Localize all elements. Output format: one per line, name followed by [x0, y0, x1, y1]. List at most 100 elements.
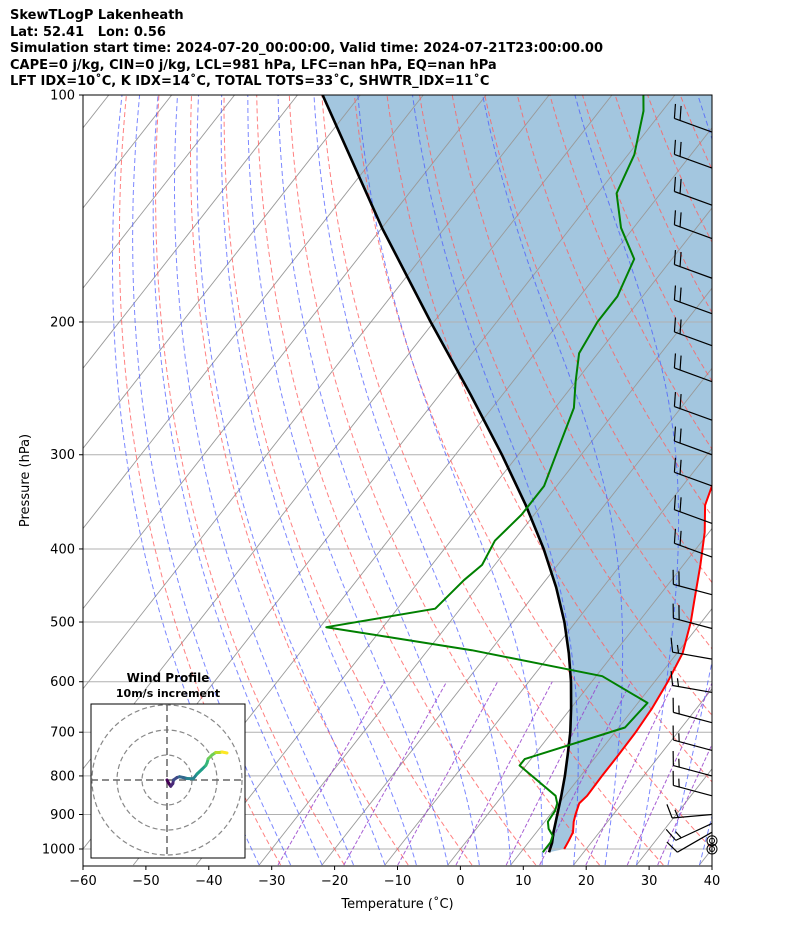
isotherm-line [83, 95, 298, 369]
dewpoint-profile-line [325, 95, 649, 853]
x-tick-label: 0 [456, 874, 464, 889]
hodograph-inset: Wind Profile 10m/s increment [90, 671, 246, 859]
x-tick-label: −50 [132, 874, 159, 889]
barb-flag [670, 670, 674, 686]
y-tick-label: 100 [50, 89, 75, 104]
wind-barb [670, 637, 713, 660]
barb-flag [673, 139, 677, 155]
barb-flag [679, 252, 682, 267]
barb-flag [673, 285, 677, 301]
barb-staff [674, 367, 713, 383]
moist-adiabat-line [220, 95, 417, 866]
barb-flag [679, 497, 682, 512]
wind-barb [673, 317, 713, 347]
dry-adiabat-line [614, 95, 712, 314]
dry-adiabat-line [256, 95, 537, 866]
cape-line: CAPE=0 j/kg, CIN=0 j/kg, LCL=981 hPa, LF… [10, 57, 497, 73]
isotherm-line [83, 95, 424, 530]
x-tick-label: 30 [641, 874, 658, 889]
location-line: Lat: 52.41 Lon: 0.56 [10, 24, 166, 40]
isotherm-line [510, 607, 712, 866]
barb-flag [679, 178, 682, 194]
wind-barb [672, 697, 713, 724]
barb-staff [673, 583, 713, 596]
background-layer [322, 95, 712, 853]
dry-adiabat-line [516, 95, 712, 517]
y-tick-label: 600 [50, 675, 75, 690]
barb-flag [673, 426, 677, 442]
mixing-ratio-line [455, 681, 553, 866]
x-axis-label: Temperature (˚C) [340, 896, 453, 912]
dry-adiabat-line [484, 95, 712, 584]
barb-flag [673, 528, 677, 544]
y-tick-label: 300 [50, 448, 75, 463]
y-tick-label: 700 [50, 726, 75, 741]
barb-flag [679, 105, 682, 121]
x-tick-label: 40 [704, 874, 721, 889]
barb-half-flag [675, 831, 682, 839]
y-tick-label: 900 [50, 808, 75, 823]
barb-flag [666, 841, 678, 853]
barb-flag [673, 317, 677, 333]
indices-line: LFT IDX=10˚C, K IDX=14˚C, TOTAL TOTS=33˚… [10, 74, 490, 89]
barb-flag [679, 141, 682, 157]
mixing-ratio-line [277, 681, 386, 866]
x-tick-label: −10 [384, 874, 411, 889]
barb-half-flag [676, 644, 680, 654]
isotherm-line [258, 287, 712, 866]
barb-staff [674, 299, 713, 315]
moist-adiabat-line [699, 814, 712, 866]
isotherm-line [83, 95, 550, 690]
inset-subtitle: 10m/s increment [116, 687, 220, 700]
barb-staff [674, 542, 713, 558]
barb-staff [674, 471, 713, 487]
dry-adiabat-line [549, 95, 712, 450]
wind-barb [673, 392, 713, 421]
wind-barb [670, 670, 713, 694]
isotherm-line [83, 95, 235, 289]
moist-adiabat-line [313, 95, 512, 866]
barb-staff [674, 190, 713, 206]
wind-barb [673, 285, 713, 315]
x-tick-label: −40 [195, 874, 222, 889]
wind-barb [673, 250, 713, 279]
cin-shading [322, 95, 712, 853]
barb-flag [679, 319, 682, 335]
y-tick-label: 1000 [42, 843, 75, 858]
barb-staff [673, 784, 713, 797]
wind-barb [672, 725, 713, 751]
barb-flag [673, 176, 677, 192]
barb-staff [674, 153, 713, 169]
wind-barb [672, 603, 713, 630]
dry-adiabat-line [778, 95, 794, 865]
barb-staff [674, 331, 713, 347]
moist-adiabat-line [482, 95, 624, 866]
dry-adiabat-line [451, 95, 712, 650]
barb-flag [673, 353, 677, 369]
dry-adiabat-line [713, 95, 794, 865]
y-axis-label: Pressure (hPa) [18, 434, 33, 527]
barb-flag [679, 287, 682, 303]
dry-adiabat-line [118, 95, 282, 866]
barb-staff [674, 406, 713, 421]
barb-staff [673, 711, 713, 724]
barb-flag [679, 530, 682, 546]
barb-flag [673, 210, 677, 225]
barb-staff [673, 739, 713, 751]
barb-half-flag [674, 809, 679, 818]
isotherm-line [83, 95, 487, 610]
barb-staff [674, 117, 713, 133]
barb-staff [675, 822, 713, 841]
y-tick-label: 200 [50, 315, 75, 330]
dry-adiabat-line [582, 95, 712, 383]
barb-half-flag [676, 678, 680, 687]
time-line: Simulation start time: 2024-07-20_00:00:… [10, 41, 603, 56]
barb-staff [673, 764, 713, 777]
isotherm-line [321, 367, 712, 866]
inset-title: Wind Profile [127, 671, 210, 685]
barb-staff [672, 651, 713, 660]
wind-barb [673, 426, 713, 456]
wind-barbs [665, 103, 718, 855]
isotherm-line [447, 527, 712, 866]
wind-barb [666, 804, 713, 819]
